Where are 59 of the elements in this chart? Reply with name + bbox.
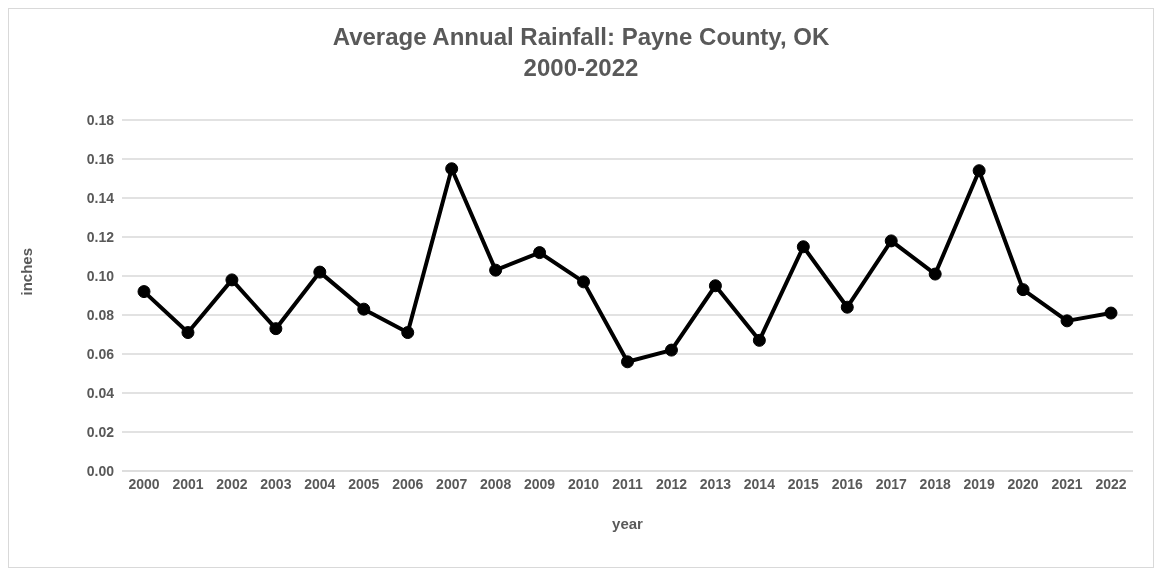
- y-tick-label: 0.08: [86, 306, 115, 323]
- point: [664, 343, 678, 357]
- point: [972, 164, 986, 178]
- point: [796, 240, 810, 254]
- x-tick-label: 2015: [787, 475, 820, 492]
- x-tick-label: 2018: [919, 475, 951, 492]
- point: [313, 265, 327, 279]
- x-tick-label: 2019: [963, 475, 995, 492]
- x-tick-label: 2006: [392, 475, 424, 492]
- point: [840, 300, 854, 314]
- x-tick-label: 2020: [1007, 475, 1039, 492]
- y-tick-label: 0.18: [86, 111, 115, 128]
- x-tick-label: 2009: [524, 475, 556, 492]
- x-tick-label: 2003: [260, 475, 292, 492]
- y-tick-label: 0.06: [86, 345, 115, 362]
- x-tick-label: 2001: [172, 475, 204, 492]
- point: [181, 326, 195, 340]
- y-tick-label: 0.02: [86, 423, 115, 440]
- x-tick-label: 2017: [875, 475, 908, 492]
- x-tick-label: 2010: [567, 475, 600, 492]
- y-tick-label: 0.04: [86, 384, 115, 401]
- point: [577, 275, 591, 289]
- x-tick-label: 2004: [304, 475, 336, 492]
- y-tick-label: 0.12: [86, 228, 115, 245]
- point: [884, 234, 898, 248]
- point: [445, 162, 459, 176]
- y-tick-label: 0.14: [86, 189, 115, 206]
- point: [752, 333, 766, 347]
- point: [533, 246, 547, 260]
- x-tick-label: 2013: [699, 475, 732, 492]
- x-tick-label: 2012: [655, 475, 688, 492]
- point: [137, 285, 151, 299]
- chart-title: Average Annual Rainfall: Payne County, OK 2000-2022: [331, 22, 831, 83]
- x-tick-label: 2011: [612, 475, 643, 492]
- x-tick-label: 2008: [480, 475, 512, 492]
- point: [357, 302, 371, 316]
- point: [401, 326, 415, 340]
- point: [269, 322, 283, 336]
- point: [225, 273, 239, 287]
- point: [1104, 306, 1118, 320]
- point: [621, 355, 634, 369]
- x-tick-label: 2021: [1051, 475, 1083, 492]
- x-tick-label: 2014: [743, 475, 776, 492]
- point: [1060, 314, 1074, 328]
- point: [928, 267, 942, 281]
- point: [1016, 283, 1030, 297]
- x-axis-title: year: [612, 515, 644, 532]
- y-axis-title: inches: [18, 247, 36, 296]
- y-tick-label: 0.00: [86, 462, 115, 479]
- y-tick-label: 0.16: [86, 150, 115, 167]
- y-tick-label: 0.10: [86, 267, 115, 284]
- x-tick-label: 2022: [1095, 475, 1127, 492]
- x-tick-label: 2016: [831, 475, 864, 492]
- x-tick-label: 2002: [216, 475, 248, 492]
- x-tick-label: 2007: [436, 475, 468, 492]
- point: [708, 279, 722, 293]
- x-tick-label: 2000: [128, 475, 160, 492]
- x-tick-label: 2005: [348, 475, 380, 492]
- point: [489, 263, 503, 277]
